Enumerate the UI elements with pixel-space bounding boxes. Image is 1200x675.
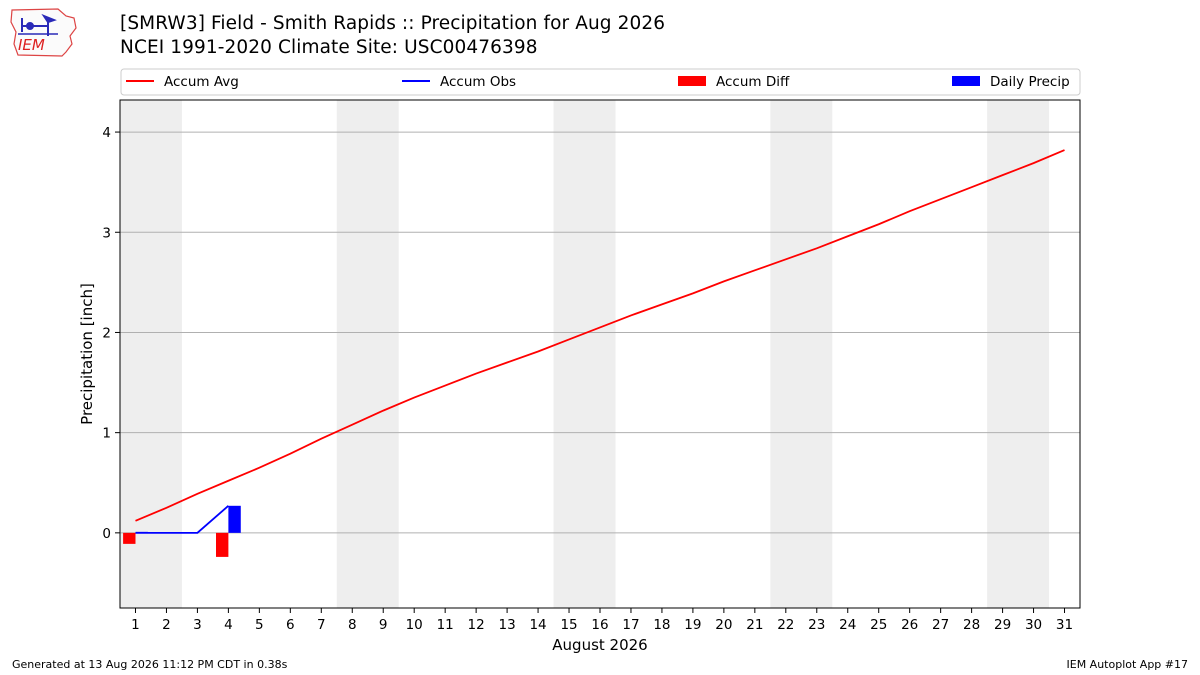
accum-obs-line — [135, 505, 229, 534]
weekend-band — [120, 100, 182, 608]
x-tick-label: 22 — [777, 617, 794, 633]
x-tick-label: 6 — [286, 617, 295, 633]
y-tick-label: 4 — [102, 125, 111, 141]
x-tick-label: 24 — [839, 617, 856, 633]
accum-diff-bar — [123, 532, 136, 544]
x-tick-label: 31 — [1056, 617, 1073, 633]
x-tick-label: 8 — [348, 617, 357, 633]
legend-label: Accum Diff — [716, 74, 790, 90]
x-tick-label: 13 — [499, 617, 516, 633]
grid-lines — [120, 131, 1080, 534]
x-tick-label: 17 — [622, 617, 639, 633]
x-tick-label: 10 — [406, 617, 423, 633]
weekend-band — [987, 100, 1050, 608]
iem-logo: IEM — [10, 8, 77, 57]
bar-series — [123, 505, 241, 557]
x-axis-label: August 2026 — [552, 636, 647, 654]
weekend-band — [553, 100, 616, 608]
y-axis: 0 1 2 3 4 — [102, 125, 120, 542]
app-credit: IEM Autoplot App #17 — [1066, 658, 1189, 671]
logo-text: IEM — [18, 36, 45, 54]
weather-station-icon — [18, 13, 58, 36]
x-tick-label: 26 — [901, 617, 918, 633]
x-tick-label: 5 — [255, 617, 264, 633]
x-tick-label: 18 — [653, 617, 670, 633]
y-tick-label: 1 — [102, 426, 111, 442]
x-tick-label: 30 — [1025, 617, 1042, 633]
generated-timestamp: Generated at 13 Aug 2026 11:12 PM CDT in… — [12, 658, 288, 671]
x-tick-label: 4 — [224, 617, 233, 633]
x-tick-label: 12 — [468, 617, 485, 633]
x-tick-label: 28 — [963, 617, 980, 633]
legend-box — [120, 68, 1081, 96]
y-tick-label: 0 — [102, 526, 111, 542]
x-tick-label: 16 — [591, 617, 608, 633]
x-tick-label: 11 — [437, 617, 454, 633]
y-tick-label: 2 — [102, 325, 111, 341]
x-tick-label: 27 — [932, 617, 949, 633]
legend-label: Accum Obs — [440, 74, 516, 90]
x-tick-label: 23 — [808, 617, 825, 633]
weekend-band — [770, 100, 833, 608]
x-tick-label: 25 — [870, 617, 887, 633]
weekend-bands — [120, 100, 1050, 608]
chart-title: [SMRW3] Field - Smith Rapids :: Precipit… — [120, 13, 666, 34]
line-series — [135, 149, 1065, 534]
x-tick-label: 14 — [529, 617, 546, 633]
weekend-band — [336, 100, 399, 608]
legend-label: Accum Avg — [164, 74, 239, 90]
x-tick-label: 20 — [715, 617, 732, 633]
legend-swatch-bar — [952, 76, 980, 86]
x-axis: 1 2 3 4 5 6 7 8 9 10 11 12 13 14 15 16 17 18 19 20 21 22 23 24 2… — [131, 608, 1073, 633]
y-tick-label: 3 — [102, 225, 111, 241]
x-tick-label: 15 — [560, 617, 577, 633]
x-tick-label: 21 — [746, 617, 763, 633]
x-tick-label: 1 — [131, 617, 140, 633]
accum-diff-bar — [216, 532, 229, 557]
legend-label: Daily Precip — [990, 74, 1070, 90]
legend: Accum Avg Accum Obs Accum Diff Daily Precip — [120, 68, 1081, 96]
daily-precip-bar — [228, 505, 241, 533]
x-tick-label: 7 — [317, 617, 326, 633]
chart-subtitle: NCEI 1991-2020 Climate Site: USC00476398 — [120, 37, 538, 58]
accum-avg-line — [135, 149, 1065, 522]
y-axis-label: Precipitation [inch] — [78, 283, 96, 425]
legend-swatch-bar — [678, 76, 706, 86]
x-tick-label: 19 — [684, 617, 701, 633]
x-tick-label: 29 — [994, 617, 1011, 633]
x-tick-label: 2 — [162, 617, 171, 633]
x-tick-label: 9 — [379, 617, 388, 633]
x-tick-label: 3 — [193, 617, 202, 633]
